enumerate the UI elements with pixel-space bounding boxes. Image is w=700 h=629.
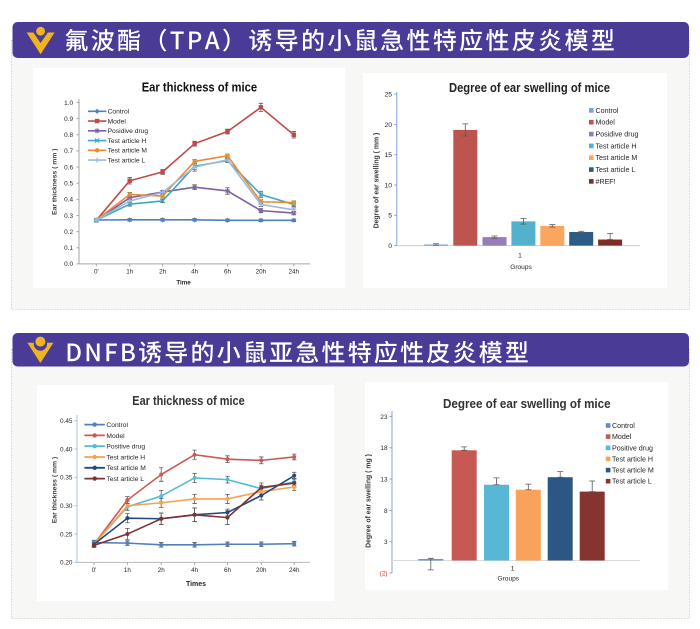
svg-text:4h: 4h <box>191 268 199 275</box>
svg-text:Groups: Groups <box>510 264 532 271</box>
svg-text:0.25: 0.25 <box>60 531 73 538</box>
svg-text:0.45: 0.45 <box>60 418 73 425</box>
svg-text:Positive drug: Positive drug <box>612 444 653 452</box>
svg-text:1.0: 1.0 <box>64 100 73 107</box>
svg-text:0: 0 <box>388 243 392 250</box>
svg-text:#REF!: #REF! <box>596 178 616 186</box>
svg-text:Test article L: Test article L <box>612 478 652 486</box>
svg-text:Groups: Groups <box>497 576 519 583</box>
svg-text:25: 25 <box>384 92 392 99</box>
svg-text:Control: Control <box>596 107 619 115</box>
svg-text:Model: Model <box>106 433 125 440</box>
svg-text:20h: 20h <box>256 567 267 574</box>
svg-text:1h: 1h <box>126 268 134 275</box>
svg-text:Test article L: Test article L <box>596 166 636 174</box>
svg-text:Degree of ear swelling of mice: Degree of ear swelling of mice <box>449 81 610 95</box>
svg-text:Test article M: Test article M <box>108 148 148 155</box>
svg-text:Ear thickness ( mm ): Ear thickness ( mm ) <box>52 457 59 523</box>
svg-text:0.2: 0.2 <box>64 229 73 236</box>
svg-text:0.5: 0.5 <box>64 181 73 188</box>
svg-text:Control: Control <box>106 422 128 429</box>
svg-text:8: 8 <box>384 508 388 515</box>
svg-text:1: 1 <box>518 253 522 260</box>
svg-text:Test article M: Test article M <box>612 467 654 475</box>
svg-text:0.7: 0.7 <box>64 148 73 155</box>
svg-text:Ear thickness ( mm ): Ear thickness ( mm ) <box>52 148 59 214</box>
svg-text:2h: 2h <box>159 268 167 275</box>
svg-text:Model: Model <box>596 119 616 127</box>
svg-text:Test article H: Test article H <box>612 455 653 463</box>
svg-text:0.8: 0.8 <box>64 132 73 139</box>
svg-text:0.35: 0.35 <box>60 475 73 482</box>
svg-text:15: 15 <box>384 152 392 159</box>
svg-text:Test article H: Test article H <box>108 138 147 145</box>
svg-text:1: 1 <box>511 565 515 572</box>
svg-text:3: 3 <box>384 539 388 546</box>
svg-text:0.30: 0.30 <box>60 503 73 510</box>
svg-text:1h: 1h <box>124 567 132 574</box>
svg-text:Test article H: Test article H <box>106 454 145 461</box>
svg-text:Test article M: Test article M <box>596 154 638 162</box>
svg-text:Test article L: Test article L <box>106 476 144 483</box>
svg-text:4h: 4h <box>191 567 199 574</box>
svg-text:0': 0' <box>94 268 99 275</box>
svg-text:Degree of ear swelling ( mm ): Degree of ear swelling ( mm ) <box>374 133 381 229</box>
svg-text:23: 23 <box>380 414 388 421</box>
svg-text:Positive drug: Positive drug <box>106 444 145 451</box>
svg-text:Degree of ear swelling of mice: Degree of ear swelling of mice <box>443 397 611 411</box>
svg-text:Times: Times <box>186 581 206 588</box>
svg-text:Test article L: Test article L <box>108 157 146 164</box>
svg-text:18: 18 <box>380 445 388 452</box>
svg-text:2h: 2h <box>158 567 166 574</box>
svg-text:13: 13 <box>380 477 388 484</box>
svg-text:5: 5 <box>388 213 392 220</box>
svg-text:Ear thickness of mice: Ear thickness of mice <box>142 81 257 95</box>
svg-text:Test article H: Test article H <box>596 142 637 150</box>
svg-text:0.6: 0.6 <box>64 164 73 171</box>
svg-text:0': 0' <box>92 567 97 574</box>
svg-text:20h: 20h <box>256 268 267 275</box>
svg-text:0.20: 0.20 <box>60 560 73 567</box>
svg-text:Model: Model <box>612 433 632 441</box>
svg-text:24h: 24h <box>289 567 300 574</box>
svg-text:6h: 6h <box>224 268 232 275</box>
svg-text:Time: Time <box>176 280 191 287</box>
svg-text:20: 20 <box>384 122 392 129</box>
svg-text:Degree of ear swelling ( mg ): Degree of ear swelling ( mg ) <box>366 454 373 548</box>
svg-text:Ear thickness of mice: Ear thickness of mice <box>132 394 244 408</box>
svg-text:0.3: 0.3 <box>64 213 73 220</box>
svg-text:0.4: 0.4 <box>64 197 73 204</box>
svg-text:0.0: 0.0 <box>64 261 73 268</box>
svg-text:(2): (2) <box>380 571 388 578</box>
svg-text:Posidive drug: Posidive drug <box>108 128 149 135</box>
svg-text:Model: Model <box>108 118 127 125</box>
svg-text:0.9: 0.9 <box>64 116 73 123</box>
svg-text:10: 10 <box>384 182 392 189</box>
svg-text:Posidive drug: Posidive drug <box>596 131 639 139</box>
svg-text:Test article M: Test article M <box>106 465 146 472</box>
svg-text:0.1: 0.1 <box>64 245 73 252</box>
svg-text:6h: 6h <box>224 567 232 574</box>
svg-text:Control: Control <box>612 422 635 430</box>
svg-text:Control: Control <box>108 109 130 116</box>
svg-text:24h: 24h <box>289 268 300 275</box>
svg-text:0.40: 0.40 <box>60 446 73 453</box>
